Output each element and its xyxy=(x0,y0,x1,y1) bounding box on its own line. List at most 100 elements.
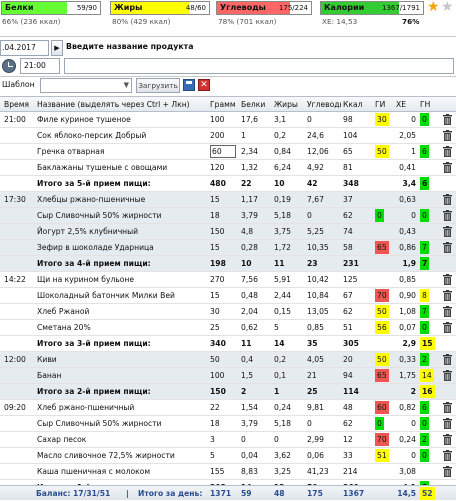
meal-total-label: Итого за 3-й прием пищи: xyxy=(37,339,151,348)
gn-value-cell: 0 xyxy=(420,448,436,463)
table-row[interactable]: Йогурт 2,5% клубничный 150 4,8 3,75 5,25 74 0,… xyxy=(0,224,456,240)
meal-total-label: Итого за 2-й прием пищи: xyxy=(37,387,151,396)
template-select[interactable]: ▼ xyxy=(40,78,132,93)
fat: 14 xyxy=(274,339,285,348)
col-time[interactable]: Время xyxy=(4,100,29,109)
load-template-button[interactable]: Загрузить xyxy=(136,78,180,93)
product-name: Йогурт 2,5% клубничный xyxy=(37,227,139,236)
meal-time: 09:20 xyxy=(4,403,26,412)
protein: 7,56 xyxy=(241,275,258,284)
col-gn[interactable]: ГН xyxy=(420,100,431,109)
col-carbs[interactable]: Углеводы xyxy=(307,100,341,109)
protein: 0,4 xyxy=(241,355,254,364)
table-row[interactable]: Хлеб Ржаной 30 2,04 0,15 13,05 62 50 1,08 7 xyxy=(0,304,456,320)
star-filled-icon[interactable]: ★ xyxy=(427,0,440,15)
meal-time: 12:00 xyxy=(4,355,26,364)
gi-value: 70 xyxy=(375,433,389,446)
table-row[interactable]: Гречка отварная 60 2,34 0,84 12,06 65 50 1 6 xyxy=(0,144,456,160)
col-fat[interactable]: Жиры xyxy=(274,100,298,109)
col-protein[interactable]: Белки xyxy=(241,100,266,109)
xe: 2 xyxy=(410,387,416,396)
grams: 18 xyxy=(210,211,220,220)
gn-value: 0 xyxy=(420,113,429,126)
trash-icon[interactable] xyxy=(443,354,452,365)
col-name[interactable]: Название (выделять через Ctrl + Лкн) xyxy=(37,100,190,109)
table-row[interactable]: 14:22 Щи на курином бульоне 270 7,56 5,91 10,… xyxy=(0,272,456,288)
table-row[interactable]: Баклажаны тушеные с овощами 120 1,32 6,24 4,… xyxy=(0,160,456,176)
trash-icon[interactable] xyxy=(443,370,452,381)
gi-value: 30 xyxy=(375,113,389,126)
kcal: 231 xyxy=(343,259,359,268)
gi-value-cell: 65 xyxy=(375,368,393,383)
kcal: 62 xyxy=(343,419,353,428)
table-row[interactable]: 21:00 Филе куриное тушеное 100 17,6 3,1 0 98 30… xyxy=(0,112,456,128)
product-name: Сыр Сливочный 50% жирности xyxy=(37,419,162,428)
trash-icon[interactable] xyxy=(443,402,452,413)
grams: 15 xyxy=(210,291,220,300)
gn-value-cell: 15 xyxy=(420,336,436,351)
day-total-label: Итого за день: xyxy=(138,489,203,498)
grams: 150 xyxy=(210,387,226,396)
carbs: 23 xyxy=(307,259,318,268)
gi-value: 51 xyxy=(375,449,389,462)
gn-value xyxy=(420,193,424,206)
carbs: 41,23 xyxy=(307,467,329,476)
carbs: 0,06 xyxy=(307,451,324,460)
col-kcal[interactable]: Ккал xyxy=(343,100,363,109)
trash-icon[interactable] xyxy=(443,226,452,237)
meal-time xyxy=(4,160,34,175)
table-row[interactable]: Каша пшеничная с молоком 155 8,83 3,25 41,23… xyxy=(0,464,456,480)
grams[interactable]: 60 xyxy=(210,145,236,158)
table-row[interactable]: 09:20 Хлеб ржано-пшеничный 22 1,54 0,24 9,81 4… xyxy=(0,400,456,416)
trash-icon[interactable] xyxy=(443,450,452,461)
table-row[interactable]: Зефир в шоколаде Ударница 15 0,28 1,72 10,35… xyxy=(0,240,456,256)
trash-icon[interactable] xyxy=(443,114,452,125)
carbs: 0,85 xyxy=(307,323,324,332)
trash-icon[interactable] xyxy=(443,306,452,317)
fat: 0,24 xyxy=(274,403,291,412)
table-row[interactable]: Масло сливочное 72,5% жирности 5 0,04 3,62 0… xyxy=(0,448,456,464)
table-row[interactable]: Сахар песок 3 0 0 2,99 12 70 0,24 2 xyxy=(0,432,456,448)
product-input[interactable] xyxy=(64,58,454,74)
trash-icon[interactable] xyxy=(443,274,452,285)
trash-icon[interactable] xyxy=(443,418,452,429)
table-row[interactable]: Сметана 20% 25 0,62 5 0,85 51 56 0,07 0 xyxy=(0,320,456,336)
trash-icon[interactable] xyxy=(443,290,452,301)
table-row[interactable]: Сыр Сливочный 50% жирности 18 3,79 5,18 0 62 0… xyxy=(0,208,456,224)
meal-time xyxy=(4,224,34,239)
grams: 480 xyxy=(210,179,226,188)
date-field[interactable]: .04.2017 xyxy=(0,40,49,56)
time-input[interactable]: 21:00 xyxy=(20,58,60,74)
table-row[interactable]: Сыр Сливочный 50% жирности 18 3,79 5,18 0 62 0… xyxy=(0,416,456,432)
trash-icon[interactable] xyxy=(443,434,452,445)
col-gi[interactable]: ГИ xyxy=(375,100,386,109)
fat: 1,72 xyxy=(274,243,291,252)
star-empty-icon[interactable]: ★ xyxy=(441,0,454,15)
date-picker-arrow-icon[interactable]: ▶ xyxy=(51,40,63,56)
col-xe[interactable]: ХЕ xyxy=(396,100,407,109)
protein: 11 xyxy=(241,339,252,348)
trash-icon[interactable] xyxy=(443,146,452,157)
delete-template-icon[interactable]: ✕ xyxy=(198,79,210,91)
trash-icon[interactable] xyxy=(443,162,452,173)
table-row[interactable]: Сок яблоко-персик Добрый 200 1 0,2 24,6 104 2,… xyxy=(0,128,456,144)
save-icon[interactable] xyxy=(183,79,195,91)
table-row[interactable]: 12:00 Киви 50 0,4 0,2 4,05 20 50 0,33 2 xyxy=(0,352,456,368)
table-row[interactable]: Банан 100 1,5 0,1 21 94 65 1,75 14 xyxy=(0,368,456,384)
product-search-hint[interactable]: Введите название продукта xyxy=(66,42,194,51)
col-gram[interactable]: Грамм xyxy=(210,100,236,109)
trash-icon[interactable] xyxy=(443,466,452,477)
kcal: 74 xyxy=(343,227,353,236)
trash-icon[interactable] xyxy=(443,210,452,221)
trash-icon[interactable] xyxy=(443,130,452,141)
gn-value-cell: 7 xyxy=(420,256,436,271)
kcal: 114 xyxy=(343,387,359,396)
fat: 3,62 xyxy=(274,451,291,460)
grams: 150 xyxy=(210,227,225,236)
table-row[interactable]: 17:30 Хлебцы ржано-пшеничные 15 1,17 0,19 7,6… xyxy=(0,192,456,208)
trash-icon[interactable] xyxy=(443,322,452,333)
trash-icon[interactable] xyxy=(443,242,452,253)
trash-icon[interactable] xyxy=(443,194,452,205)
meal-time xyxy=(4,304,34,319)
table-row[interactable]: Шоколадный батончик Милки Вей 15 0,48 2,44 1… xyxy=(0,288,456,304)
